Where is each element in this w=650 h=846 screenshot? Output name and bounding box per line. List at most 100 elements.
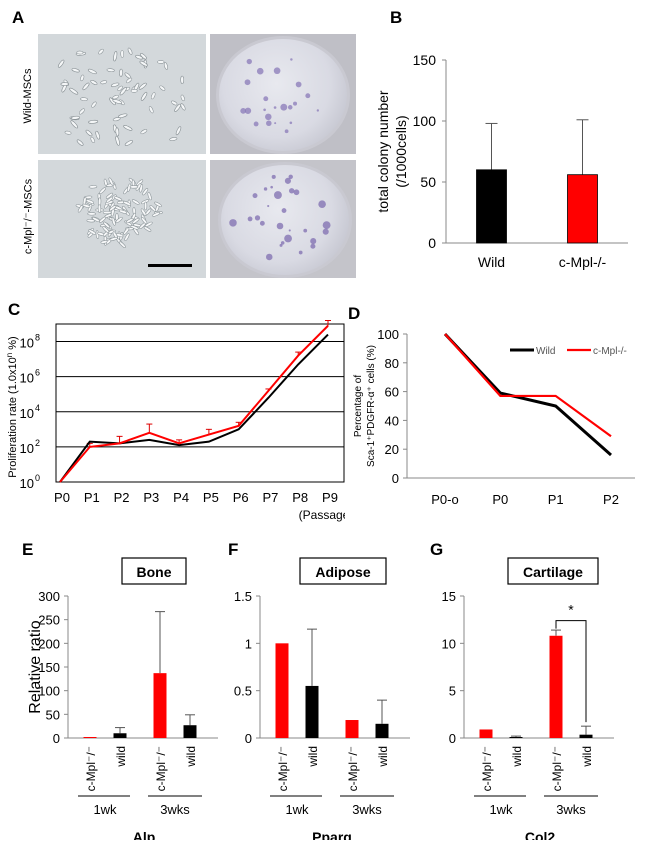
cell-shape [135,54,144,60]
colony-spot [293,189,300,196]
chart-title: Adipose [315,564,370,580]
cell-shape [119,68,123,77]
cell-shape [70,120,78,129]
panel-label-e: E [22,540,34,559]
chart-f-adipose: Adipose 0 0.5 1 1.5 c-Mpl⁻/⁻ wild c-Mpl⁻/⁻ wild 1… [234,557,410,840]
gene-label: Alp [133,829,156,840]
plot-frame [55,323,345,483]
cell-shape [130,89,138,93]
x-tick-label: P2 [603,492,619,507]
x-tick-label: wild [184,746,198,768]
colony-spot [244,107,252,114]
colony-spot [244,79,251,86]
x-tick-label: wild [306,746,320,768]
x-tick-label: P7 [262,490,278,505]
colony-spot [284,234,292,243]
cell-shape [78,108,85,115]
cell-shape [138,82,147,90]
cell-shape [99,216,107,223]
y-tick-label: 1.5 [234,589,252,604]
cell-shape [99,187,106,194]
colony-spot [310,238,317,245]
colony-spot [247,216,253,222]
colony-spot [288,229,291,232]
colony-spot [318,200,326,209]
colony-spot [263,187,268,191]
colony-spot [267,204,270,208]
dish-photo-wild [210,34,356,154]
cell-shape [58,59,65,68]
row-label-wild: Wild-MSCs [22,68,34,124]
cell-shape [180,75,184,85]
panel-label-d: D [348,304,361,323]
cell-shape [112,94,119,100]
y-tick-label: 10 [20,476,34,491]
cell-shape [157,60,165,64]
chart-b-colony-number: 0 50 100 150 Wild c-Mpl-/- total colony number… [375,52,628,270]
cell-shape [154,201,162,207]
title-box [507,557,599,585]
cell-shape [124,140,133,146]
colony-spot [263,108,266,112]
cell-shape [95,130,100,140]
cell-shape [76,139,84,146]
x-tick-label: P5 [203,490,219,505]
colony-spot [256,67,264,75]
series-line-black [59,333,329,483]
cell-shape [71,68,80,73]
bar [549,635,563,738]
x-tick-label: P9 [322,490,338,505]
colony-spot [263,96,269,102]
y-axis-label: Proliferation rate (1.0x10n %) [5,336,19,477]
cell-shape [100,80,108,85]
row-label-cmpl: c-Mpl⁻/⁻-MSCs [22,178,35,255]
y-tick-label: 10 [20,371,34,386]
y-tick-label: 0 [392,471,399,486]
x-tick-label: c-Mpl⁻/⁻ [154,746,168,791]
series-line-red [59,325,329,483]
colony-spot [316,109,320,112]
cell-shape [119,87,127,96]
cell-shape [113,50,118,62]
cell-shape [130,225,139,230]
cell-shape [90,136,95,143]
bar [275,643,289,738]
y-tick-label: 10 [442,636,456,651]
y-tick-label: 0 [245,731,252,746]
group-label: 3wks [352,802,382,817]
y-tick-label: 0 [449,731,456,746]
cell-shape [114,196,123,201]
cell-shape [180,94,185,102]
y-tick-label: 80 [385,356,399,371]
colony-spot [290,58,293,61]
bar [113,733,127,738]
y-tick-label: 5 [449,684,456,699]
cell-shape [92,217,100,222]
culture-dish-wild [216,36,350,154]
colonies-cmpl-image [229,174,331,261]
scale-bar [148,264,192,267]
colony-spot [281,208,287,213]
x-tick-label: c-Mpl-/- [559,254,607,270]
series-line-wild [443,332,612,457]
bar [567,174,598,244]
y-tick-label: 20 [385,442,399,457]
cell-shape [140,129,148,135]
colony-spot [295,81,302,88]
panel-label-g: G [430,540,444,559]
cell-shape [124,72,132,79]
cell-shape [87,212,96,216]
y-tick-label: 300 [38,589,60,604]
y-axis-label: (/1000cells) [393,115,409,187]
chart-title: Bone [137,564,172,580]
cell-shape [85,129,93,137]
colony-spot [265,253,273,261]
y-tick-label: 150 [413,52,437,68]
cell-shape [143,226,152,232]
cell-shape [88,185,98,189]
cell-shape [97,204,102,214]
y-tick-exponent: 8 [35,333,40,343]
panel-label-a: A [12,8,25,27]
bar [509,737,523,738]
colony-spot [265,113,272,121]
